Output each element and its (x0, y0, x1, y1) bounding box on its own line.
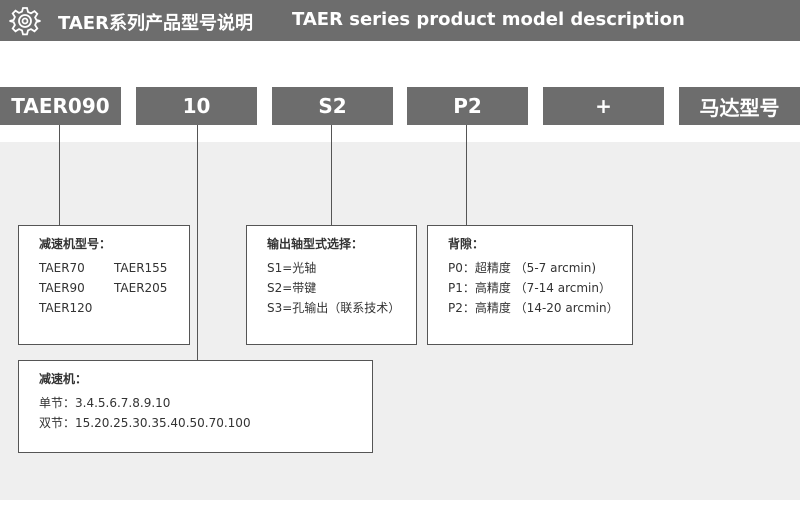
connector-line (466, 125, 467, 225)
list-item: P1：高精度 （7-14 arcmin） (448, 281, 611, 295)
header-bar: TAER系列产品型号说明 TAER series product model d… (0, 0, 800, 41)
segment-shaft: S2 (272, 87, 393, 125)
model-box-title: 减速机型号： (39, 237, 112, 251)
list-item: S2=带键 (267, 281, 317, 295)
list-item: S1=光轴 (267, 261, 317, 275)
segment-plus: + (543, 87, 664, 125)
list-item: S3=孔输出（联系技术） (267, 301, 401, 315)
list-item: 单节：3.4.5.6.7.8.9.10 (39, 396, 171, 410)
connector-line (331, 125, 332, 225)
title-en: TAER series product model description (292, 9, 685, 30)
list-item: TAER70 (39, 261, 85, 275)
ratio-box-title: 减速机： (39, 372, 88, 386)
list-item: TAER155 (114, 261, 168, 275)
title-cn: TAER系列产品型号说明 (58, 13, 253, 34)
backlash-box-title: 背隙： (448, 237, 485, 251)
list-item: TAER120 (39, 301, 93, 315)
segment-motor: 马达型号 (679, 87, 800, 125)
list-item: 双节：15.20.25.30.35.40.50.70.100 (39, 416, 251, 430)
shaft-box: 输出轴型式选择： S1=光轴 S2=带键 S3=孔输出（联系技术） (246, 225, 417, 345)
ratio-box: 减速机： 单节：3.4.5.6.7.8.9.10 双节：15.20.25.30.… (18, 360, 373, 453)
segment-backlash: P2 (407, 87, 528, 125)
connector-line (59, 125, 60, 225)
segment-model: TAER090 (0, 87, 121, 125)
segment-ratio: 10 (136, 87, 257, 125)
list-item: TAER90 (39, 281, 85, 295)
list-item: TAER205 (114, 281, 168, 295)
model-box: 减速机型号： TAER70 TAER155 TAER90 TAER205 TAE… (18, 225, 190, 345)
list-item: P2：高精度 （14-20 arcmin） (448, 301, 619, 315)
connector-line (197, 125, 198, 360)
gear-icon (9, 7, 41, 36)
list-item: P0：超精度 （5-7 arcmin) (448, 261, 597, 275)
backlash-box: 背隙： P0：超精度 （5-7 arcmin) P1：高精度 （7-14 arc… (427, 225, 633, 345)
shaft-box-title: 输出轴型式选择： (267, 237, 364, 251)
